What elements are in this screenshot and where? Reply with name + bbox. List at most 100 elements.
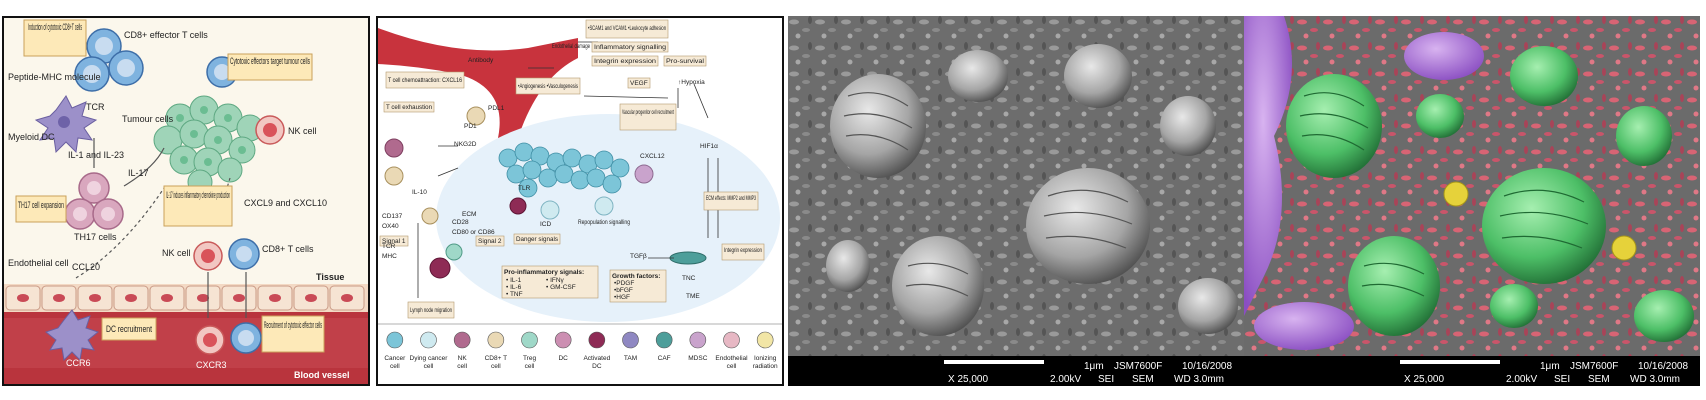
label-mhc: MHC: [382, 253, 397, 260]
label-integrin-expr: Integrin expression: [724, 247, 762, 254]
wd-label-d: WD 3.0mm: [1630, 374, 1680, 385]
legend-swatch: [655, 331, 673, 349]
label-ccl20: CCL20: [72, 262, 100, 272]
box-integrin-expr: [721, 243, 765, 261]
legend-label: cell: [727, 363, 737, 370]
label-il17: IL-17: [128, 168, 149, 178]
label-inflam: Inflammatory signalling: [594, 44, 666, 51]
label-cxcr3: CXCR3: [196, 360, 227, 370]
cd8-effector-t-cells: [74, 28, 144, 92]
label-cd137: CD137: [382, 213, 403, 220]
label-growth-2: •bFGF: [614, 287, 633, 294]
legend-swatch: [756, 331, 774, 349]
legend-swatch: [689, 331, 707, 349]
label-tcr-b: TCR: [382, 243, 396, 250]
label-th17-cells: TH17 cells: [74, 232, 117, 242]
label-induction: Induction of cytotoxic CD8+T cells: [28, 22, 82, 32]
box-scam: [585, 19, 669, 39]
box-t-cell-exhaustion: [383, 101, 435, 113]
label-tme: TME: [686, 293, 700, 300]
label-il10: IL-10: [412, 189, 427, 196]
legend-label: Endothelial: [715, 355, 748, 362]
purple-cell-region: [1244, 16, 1292, 316]
legend-label: Cancer: [384, 355, 406, 362]
box-inflam: [591, 41, 669, 53]
label-angio: •Angiogenesis •Vasculogenesis: [518, 83, 578, 90]
legend-label: cell: [457, 363, 467, 370]
label-pro-survival: Pro-survival: [666, 58, 705, 65]
label-tumour-cells: Tumour cells: [122, 114, 174, 124]
panel-c-sem-micrograph: 1μm JSM7600F 10/16/2008 X 25,000 2.00kV …: [788, 16, 1244, 386]
label-lymph: Lymph node migration: [410, 307, 452, 314]
box-danger: [513, 233, 561, 245]
date-label: 10/16/2008: [1182, 361, 1232, 372]
box-il17-induces: [163, 185, 233, 227]
box-growth: [609, 269, 667, 303]
label-recruitment: Recruitment of cytotoxic effector cells: [264, 320, 322, 330]
legend-swatch: [386, 331, 404, 349]
label-cxcl9: CXCL9 and CXCL10: [244, 198, 327, 208]
box-pro-survival: [663, 55, 707, 67]
box-integrin: [591, 55, 659, 67]
blood-vessel-branch: [378, 28, 578, 138]
label-ecm-effects: ECM effects: MMP2 and MMP3: [706, 195, 756, 202]
label-il1-il23: IL-1 and IL-23: [68, 150, 124, 160]
box-recruitment: [261, 315, 325, 353]
box-vegf: [627, 77, 651, 89]
voltage-label-d: 2.00kV: [1506, 374, 1537, 385]
label-cytotoxic: Cytotoxic effectors target tumour cells: [230, 56, 310, 66]
cancer-cell-cluster: [498, 142, 630, 198]
sem-cells-yellow: [1443, 181, 1637, 261]
label-th17-box: TH17 cell expansion: [18, 200, 64, 210]
label-nk-cell: NK cell: [288, 126, 317, 136]
date-label-d: 10/16/2008: [1638, 361, 1688, 372]
label-t-cell-exhaustion: T cell exhaustion: [386, 104, 432, 111]
label-ox40: OX40: [382, 223, 399, 230]
label-signal1: Signal 1: [382, 238, 406, 245]
legend-label: NK: [458, 355, 468, 362]
label-tcr: TCR: [86, 102, 105, 112]
label-proinflam-5: • GM-CSF: [546, 284, 576, 291]
legend-swatch: [588, 331, 606, 349]
label-proinflam-1: • IL-1: [506, 277, 522, 284]
instrument-label-d: JSM7600F: [1570, 361, 1618, 372]
box-proinflam: [501, 265, 599, 299]
scale-bar-colored: [1400, 360, 1500, 364]
sem-cells-green: [1286, 46, 1694, 342]
panel-a-tumour-immunity-diagram: Induction of cytotoxic CD8+T cells CD8+ …: [2, 16, 370, 386]
legend-label: Dying cancer: [410, 355, 449, 362]
tme-region: [436, 114, 780, 322]
label-ecm: ECM: [462, 211, 476, 218]
scale-label: 1μm: [1084, 361, 1104, 372]
instrument-label: JSM7600F: [1114, 361, 1162, 372]
label-hif1a: HIF1α: [700, 143, 718, 150]
legend-label: cell: [491, 363, 501, 370]
label-il17-induces: IL-17 induces inflammatory chemokine pro…: [166, 190, 230, 200]
detector-label-d: SEM: [1588, 374, 1610, 385]
detector-label: SEM: [1132, 374, 1154, 385]
legend-label: radiation: [753, 363, 778, 370]
panel-d-sem-colorized-micrograph: 1μm JSM7600F 10/16/2008 X 25,000 2.00kV …: [1244, 16, 1700, 386]
label-cd28: CD28: [452, 219, 469, 226]
legend-label: MDSC: [688, 355, 707, 362]
label-nkg2d: NKG2D: [454, 141, 477, 148]
legend-swatch: [521, 331, 538, 349]
legend-label: Activated: [583, 355, 610, 362]
label-proinflam-title: Pro-inflammatory signals:: [504, 269, 584, 276]
box-induction: [23, 19, 87, 57]
label-peptide-mhc: Peptide-MHC molecule: [8, 72, 101, 82]
label-vegf: VEGF: [630, 80, 648, 87]
label-icd: ICD: [540, 221, 552, 228]
box-vascular: [619, 103, 677, 131]
legend-label: Treg: [523, 355, 537, 362]
box-ecm-effects: [703, 191, 759, 211]
scale-bar: [944, 360, 1044, 364]
label-tissue: Tissue: [316, 272, 344, 282]
legend-swatch: [420, 331, 437, 349]
label-t-cell-chemo: T cell chemoattraction: CXCL16: [388, 77, 462, 84]
myeloid-dc-cell: [34, 95, 98, 154]
label-antibody: Antibody: [468, 57, 494, 64]
legend-swatch: [487, 331, 505, 349]
box-th17: [15, 195, 67, 223]
